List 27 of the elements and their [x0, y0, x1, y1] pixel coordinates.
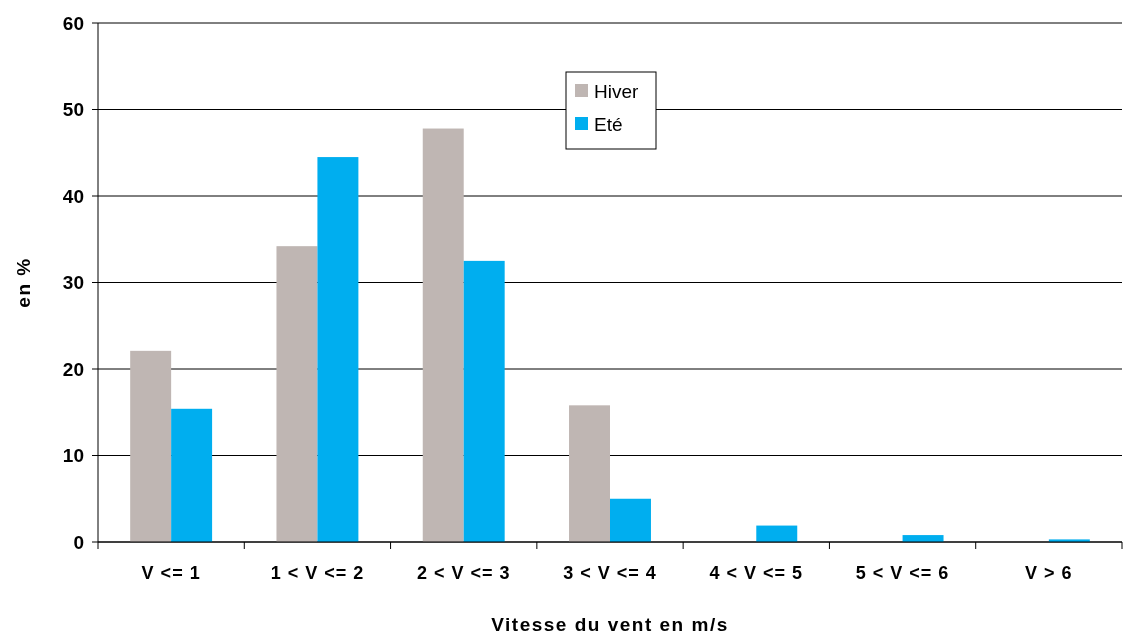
x-tick-label: 2 < V <= 3: [416, 563, 511, 583]
bar: [569, 405, 610, 542]
x-tick-label: V <= 1: [141, 563, 201, 583]
bar: [610, 498, 651, 542]
bar: [756, 525, 798, 542]
legend-label: Hiver: [594, 80, 640, 102]
bar: [276, 246, 318, 542]
y-axis-title: en %: [13, 257, 34, 308]
bar: [317, 157, 359, 542]
y-tick-label: 30: [62, 272, 84, 294]
legend-label: Eté: [594, 113, 623, 135]
y-tick-label: 60: [62, 12, 84, 34]
x-tick-label: V > 6: [1025, 563, 1073, 583]
y-tick-label: 40: [62, 185, 84, 207]
bar: [422, 128, 464, 542]
y-tick-label: 20: [62, 358, 84, 380]
bar: [463, 260, 505, 542]
x-tick-label: 5 < V <= 6: [855, 563, 950, 583]
y-tick-label: 10: [62, 445, 84, 467]
y-tick-label: 0: [73, 531, 84, 553]
bar: [171, 408, 213, 542]
x-axis-title: Vitesse du vent en m/s: [491, 614, 729, 635]
x-tick-label: 1 < V <= 2: [270, 563, 365, 583]
x-tick-label: 4 < V <= 5: [709, 563, 804, 583]
y-tick-label: 50: [62, 99, 84, 121]
x-tick-label: 3 < V <= 4: [563, 563, 657, 583]
bar: [130, 350, 172, 542]
